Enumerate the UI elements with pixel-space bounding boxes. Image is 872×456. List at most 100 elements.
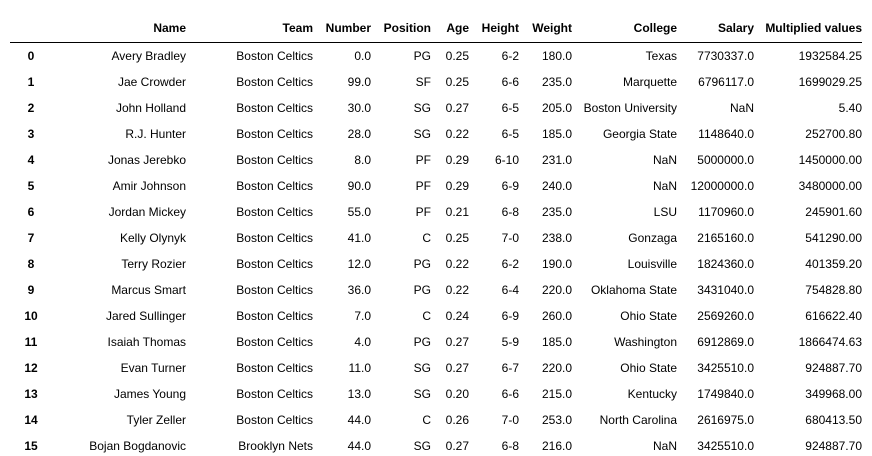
table-cell: Terry Rozier xyxy=(121,257,186,271)
table-row: 6 Jordan Mickey Boston Celtics 55.0 PF 0.21 6-… xyxy=(10,199,862,225)
table-cell: C xyxy=(422,309,431,323)
table-cell: Boston Celtics xyxy=(236,179,313,193)
table-cell: NaN xyxy=(652,153,677,167)
table-cell: PF xyxy=(415,153,431,167)
table-cell: SG xyxy=(413,361,431,375)
table-cell: Washington xyxy=(614,335,677,349)
table-cell: Isaiah Thomas xyxy=(107,335,187,349)
table-cell: 0.22 xyxy=(445,257,469,271)
table-cell: 1866474.63 xyxy=(798,335,862,349)
table-cell: SF xyxy=(415,75,431,89)
row-index: 11 xyxy=(24,335,38,349)
table-row: 2 John Holland Boston Celtics 30.0 SG 0.27 6-5… xyxy=(10,95,862,121)
table-row: 15 Bojan Bogdanovic Brooklyn Nets 44.0 SG 0.2… xyxy=(10,433,862,456)
column-header: Multiplied values xyxy=(754,16,862,43)
table-cell: 238.0 xyxy=(541,231,572,245)
row-index: 9 xyxy=(27,283,35,297)
table-cell: 231.0 xyxy=(541,153,572,167)
table-cell: 99.0 xyxy=(347,75,371,89)
table-row: 14 Tyler Zeller Boston Celtics 44.0 C 0.26 7-0… xyxy=(10,407,862,433)
table-cell: 6-9 xyxy=(501,309,519,323)
table-cell: 240.0 xyxy=(541,179,572,193)
table-cell: 0.29 xyxy=(445,179,469,193)
table-cell: 0.25 xyxy=(445,49,469,63)
table-cell: 2616975.0 xyxy=(697,413,754,427)
table-body: 0 Avery Bradley Boston Celtics 0.0 PG 0.25 6-2… xyxy=(10,43,862,456)
table-cell: Ohio State xyxy=(620,361,677,375)
column-header: Team xyxy=(186,16,313,43)
table-row: 10 Jared Sullinger Boston Celtics 7.0 C 0.24 6… xyxy=(10,303,862,329)
table-cell: 205.0 xyxy=(541,101,572,115)
row-index: 15 xyxy=(24,439,38,453)
table-cell: R.J. Hunter xyxy=(125,127,186,141)
table-row: 3 R.J. Hunter Boston Celtics 28.0 SG 0.22 6-5 1… xyxy=(10,121,862,147)
table-cell: PF xyxy=(415,179,431,193)
column-header: Number xyxy=(313,16,371,43)
table-cell: 235.0 xyxy=(541,75,572,89)
table-cell: 245901.60 xyxy=(805,205,862,219)
table-cell: 6796117.0 xyxy=(698,75,754,89)
table-cell: 6-2 xyxy=(501,49,519,63)
table-cell: 220.0 xyxy=(541,361,572,375)
row-index: 1 xyxy=(27,75,35,89)
index-header xyxy=(10,16,52,43)
table-cell: John Holland xyxy=(115,101,186,115)
table-cell: 0.25 xyxy=(445,75,469,89)
column-header: Name xyxy=(52,16,186,43)
table-cell: NaN xyxy=(652,179,677,193)
table-cell: Amir Johnson xyxy=(112,179,186,193)
table-cell: 185.0 xyxy=(541,127,572,141)
table-cell: Boston Celtics xyxy=(236,361,313,375)
table-cell: Louisville xyxy=(627,257,677,271)
table-cell: 1699029.25 xyxy=(798,75,862,89)
column-header: Age xyxy=(431,16,469,43)
column-header: Weight xyxy=(519,16,572,43)
row-index: 0 xyxy=(27,49,35,63)
table-cell: PG xyxy=(413,283,431,297)
table-cell: Boston University xyxy=(583,101,677,115)
table-cell: 3431040.0 xyxy=(697,283,754,297)
table-cell: 220.0 xyxy=(541,283,572,297)
row-index: 7 xyxy=(27,231,35,245)
table-cell: 6-6 xyxy=(501,387,519,401)
table-cell: 2165160.0 xyxy=(697,231,754,245)
table-cell: Avery Bradley xyxy=(111,49,186,63)
table-cell: 0.27 xyxy=(445,101,469,115)
table-cell: Jordan Mickey xyxy=(108,205,186,219)
table-cell: North Carolina xyxy=(599,413,677,427)
table-cell: PG xyxy=(413,335,431,349)
table-cell: 5000000.0 xyxy=(697,153,754,167)
table-cell: Ohio State xyxy=(620,309,677,323)
table-cell: 90.0 xyxy=(347,179,371,193)
table-cell: 616622.40 xyxy=(805,309,862,323)
table-cell: Kelly Olynyk xyxy=(119,231,186,245)
table-cell: 180.0 xyxy=(541,49,572,63)
table-cell: 13.0 xyxy=(347,387,371,401)
row-index: 2 xyxy=(27,101,35,115)
header-row: Name Team Number Position Age Height Weight Col… xyxy=(10,16,862,43)
table-cell: 7.0 xyxy=(354,309,371,323)
table-cell: 2569260.0 xyxy=(697,309,754,323)
table-cell: Boston Celtics xyxy=(236,49,313,63)
table-cell: 260.0 xyxy=(541,309,572,323)
table-cell: 0.22 xyxy=(445,283,469,297)
table-cell: 41.0 xyxy=(347,231,371,245)
table-row: 12 Evan Turner Boston Celtics 11.0 SG 0.27 6-7… xyxy=(10,355,862,381)
row-index: 13 xyxy=(24,387,38,401)
table-row: 1 Jae Crowder Boston Celtics 99.0 SF 0.25 6-6 2… xyxy=(10,69,862,95)
table-cell: 28.0 xyxy=(347,127,371,141)
row-index: 6 xyxy=(27,205,35,219)
table-cell: 0.27 xyxy=(445,361,469,375)
table-cell: 3425510.0 xyxy=(697,439,754,453)
table-cell: 36.0 xyxy=(347,283,371,297)
table-cell: 6-5 xyxy=(501,101,519,115)
dataframe-table: Name Team Number Position Age Height Weight Col… xyxy=(10,16,862,456)
column-header: College xyxy=(572,16,677,43)
table-cell: Boston Celtics xyxy=(236,257,313,271)
table-cell: 0.24 xyxy=(445,309,469,323)
table-cell: 1932584.25 xyxy=(798,49,862,63)
table-cell: Boston Celtics xyxy=(236,101,313,115)
table-cell: 6-5 xyxy=(501,127,519,141)
table-cell: 541290.00 xyxy=(805,231,862,245)
table-cell: Tyler Zeller xyxy=(126,413,186,427)
